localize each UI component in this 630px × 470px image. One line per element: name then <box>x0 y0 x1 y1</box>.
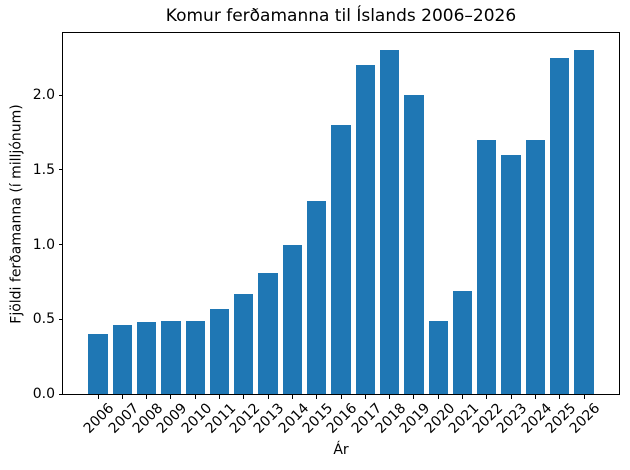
x-tick-2026 <box>583 395 585 399</box>
x-tick-2024 <box>534 395 536 399</box>
bar-2024 <box>525 139 546 394</box>
bar-2019 <box>404 95 424 394</box>
x-tick-2018 <box>389 395 391 399</box>
y-tick-label-2.0: 2.0 <box>32 87 55 103</box>
y-tick-1.0 <box>59 244 63 245</box>
x-tick-2025 <box>559 395 561 399</box>
bar-2018 <box>379 50 400 394</box>
bar-2014 <box>282 244 303 394</box>
bar-2011 <box>209 308 230 394</box>
bar-2017 <box>355 65 375 394</box>
x-tick-2015 <box>316 395 318 399</box>
x-tick-2013 <box>267 395 269 399</box>
x-tick-2022 <box>486 395 488 399</box>
x-tick-2010 <box>194 395 196 399</box>
bar-2009 <box>161 320 181 394</box>
bar-2020 <box>428 320 448 394</box>
bar-2023 <box>501 154 521 394</box>
bar-2007 <box>112 325 132 394</box>
x-tick-2014 <box>291 395 293 399</box>
x-tick-2017 <box>364 395 366 399</box>
bar-2006 <box>88 334 108 394</box>
bar-2026 <box>574 50 594 394</box>
bar-2013 <box>258 272 278 394</box>
chart-title: Komur ferðamanna til Íslands 2006–2026 <box>165 6 517 26</box>
x-tick-2006 <box>97 395 99 399</box>
y-tick-0.0 <box>59 393 63 395</box>
bar-2008 <box>136 322 157 394</box>
x-tick-2020 <box>437 395 439 399</box>
x-axis-label: Ár <box>333 442 349 458</box>
x-tick-2007 <box>121 395 123 399</box>
plot-area <box>63 33 619 394</box>
y-tick-label-0.5: 0.5 <box>32 311 55 328</box>
y-tick-label-0.0: 0.0 <box>32 386 55 402</box>
y-tick-0.5 <box>59 318 63 320</box>
x-tick-2008 <box>146 395 148 399</box>
bar-2015 <box>307 201 327 394</box>
y-tick-1.5 <box>59 169 63 171</box>
x-tick-2009 <box>170 395 172 399</box>
bar-2021 <box>452 290 473 394</box>
y-tick-label-1.0: 1.0 <box>32 236 55 253</box>
x-tick-2019 <box>413 395 415 399</box>
bar-2016 <box>331 124 351 394</box>
x-tick-2011 <box>219 395 220 399</box>
x-tick-2021 <box>462 395 463 399</box>
y-tick-2.0 <box>59 94 63 96</box>
x-tick-2012 <box>243 395 245 399</box>
bar-2010 <box>185 320 205 394</box>
y-tick-label-1.5: 1.5 <box>32 161 55 178</box>
x-tick-2023 <box>510 395 512 399</box>
bar-2022 <box>477 139 497 394</box>
bar-2025 <box>550 57 570 394</box>
x-tick-2016 <box>340 395 342 399</box>
bar-2012 <box>234 293 254 394</box>
